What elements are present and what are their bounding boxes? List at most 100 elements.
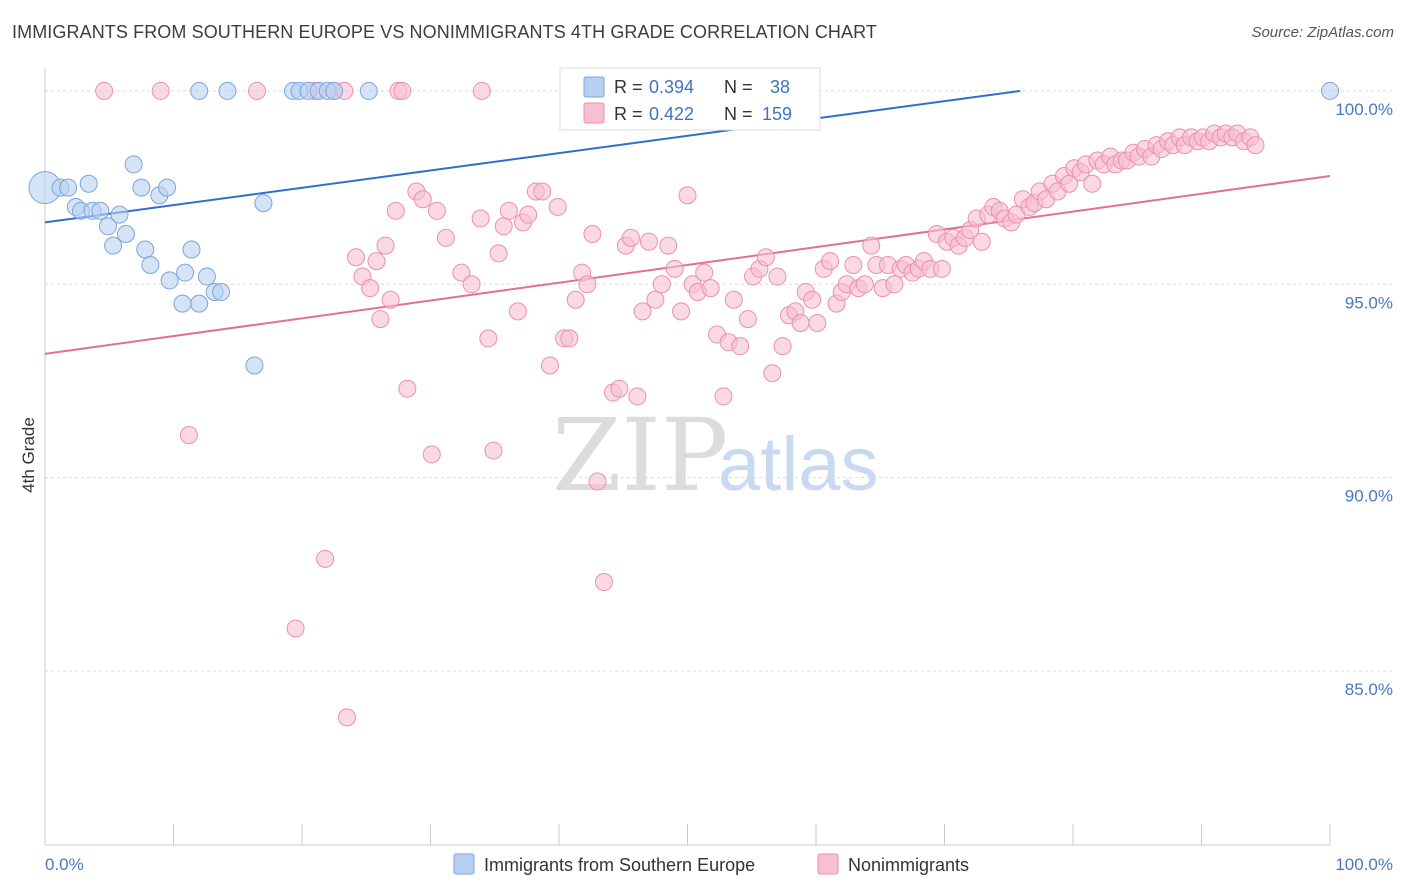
- point-nonimmigrants-21: [398, 379, 417, 398]
- point-nonimmigrants-84: [808, 313, 827, 332]
- point-nonimmigrants-65: [695, 263, 714, 282]
- point-immigrants-22: [190, 294, 209, 313]
- point-immigrants-29: [254, 194, 273, 213]
- point-nonimmigrants-8: [472, 81, 491, 100]
- legend-r-value-blue: 0.394: [649, 77, 694, 97]
- legend-n-value-pink: 159: [762, 104, 792, 124]
- y-tick-labels: 85.0% 90.0% 95.0% 100.0%: [1335, 100, 1393, 699]
- series-nonimmigrants-points: [95, 81, 1265, 727]
- point-nonimmigrants-93: [862, 236, 881, 255]
- point-nonimmigrants-78: [773, 337, 792, 356]
- y-tick-label-2: 95.0%: [1345, 293, 1393, 312]
- x-tick-labels: 0.0% 100.0%: [45, 855, 1393, 874]
- point-nonimmigrants-10: [286, 619, 305, 638]
- trend-line-0: [44, 89, 1021, 224]
- x-tick-label-1: 100.0%: [1335, 855, 1393, 874]
- point-immigrants-28: [245, 356, 264, 375]
- bottom-legend-label-blue: Immigrants from Southern Europe: [484, 855, 755, 875]
- point-immigrants-18: [160, 271, 179, 290]
- chart-source: Source: ZipAtlas.com: [1251, 24, 1394, 41]
- point-nonimmigrants-62: [678, 186, 697, 205]
- point-immigrants-13: [132, 178, 151, 197]
- point-nonimmigrants-41: [548, 197, 567, 216]
- point-immigrants-14: [136, 240, 155, 259]
- point-nonimmigrants-61: [672, 302, 691, 321]
- point-nonimmigrants-26: [436, 228, 455, 247]
- point-nonimmigrants-77: [768, 267, 787, 286]
- point-immigrants-2: [59, 178, 78, 197]
- point-nonimmigrants-75: [756, 248, 775, 267]
- point-nonimmigrants-57: [646, 290, 665, 309]
- point-nonimmigrants-28: [462, 275, 481, 294]
- y-axis-title: 4th Grade: [19, 417, 38, 493]
- point-nonimmigrants-27: [452, 263, 471, 282]
- point-nonimmigrants-12: [337, 708, 356, 727]
- point-nonimmigrants-33: [494, 217, 513, 236]
- point-immigrants-8: [98, 217, 117, 236]
- point-nonimmigrants-44: [566, 290, 585, 309]
- point-nonimmigrants-43: [560, 329, 579, 348]
- point-immigrants-19: [173, 294, 192, 313]
- point-nonimmigrants-2: [248, 81, 267, 100]
- point-nonimmigrants-18: [376, 236, 395, 255]
- bottom-legend-label-pink: Nonimmigrants: [848, 855, 969, 875]
- point-nonimmigrants-25: [427, 201, 446, 220]
- point-nonimmigrants-16: [367, 252, 386, 271]
- legend-n-label-pink: N =: [724, 104, 753, 124]
- point-immigrants-17: [158, 178, 177, 197]
- point-nonimmigrants-13: [346, 248, 365, 267]
- point-nonimmigrants-34: [499, 201, 518, 220]
- bottom-legend-swatch-pink: [817, 853, 839, 875]
- point-nonimmigrants-68: [714, 387, 733, 406]
- point-nonimmigrants-58: [652, 275, 671, 294]
- point-nonimmigrants-39: [533, 182, 552, 201]
- axes: [44, 68, 1331, 846]
- point-nonimmigrants-131: [1083, 174, 1102, 193]
- point-nonimmigrants-24: [422, 445, 441, 464]
- trend-line-1: [44, 175, 1331, 355]
- point-immigrants-27: [218, 81, 237, 100]
- point-nonimmigrants-66: [701, 279, 720, 298]
- point-nonimmigrants-31: [484, 441, 503, 460]
- point-nonimmigrants-0: [95, 81, 114, 100]
- point-nonimmigrants-59: [659, 236, 678, 255]
- y-tick-label-0: 85.0%: [1345, 680, 1393, 699]
- watermark-zip: ZIP: [552, 397, 728, 514]
- point-nonimmigrants-55: [633, 302, 652, 321]
- point-nonimmigrants-9: [179, 426, 198, 445]
- legend-r-label-blue: R =: [614, 77, 643, 97]
- point-nonimmigrants-112: [972, 232, 991, 251]
- point-nonimmigrants-49: [594, 573, 613, 592]
- x-tick-label-0: 0.0%: [45, 855, 84, 874]
- point-nonimmigrants-20: [386, 201, 405, 220]
- point-nonimmigrants-51: [610, 379, 629, 398]
- point-nonimmigrants-56: [639, 232, 658, 251]
- point-nonimmigrants-83: [803, 290, 822, 309]
- point-nonimmigrants-48: [588, 472, 607, 491]
- legend-r-label-pink: R =: [614, 104, 643, 124]
- point-nonimmigrants-159: [1246, 136, 1265, 155]
- legend-n-label-blue: N =: [724, 77, 753, 97]
- point-nonimmigrants-29: [471, 209, 490, 228]
- bottom-legend: Immigrants from Southern Europe Nonimmig…: [453, 853, 969, 875]
- point-nonimmigrants-97: [885, 275, 904, 294]
- point-nonimmigrants-11: [316, 549, 335, 568]
- chart-title: IMMIGRANTS FROM SOUTHERN EUROPE VS NONIM…: [12, 22, 877, 42]
- point-nonimmigrants-92: [855, 275, 874, 294]
- trend-lines: [44, 89, 1331, 355]
- point-nonimmigrants-17: [371, 310, 390, 329]
- legend-n-value-blue: 38: [770, 77, 790, 97]
- point-nonimmigrants-86: [821, 252, 840, 271]
- point-nonimmigrants-37: [519, 205, 538, 224]
- point-nonimmigrants-23: [413, 190, 432, 209]
- point-immigrants-7: [91, 201, 110, 220]
- point-nonimmigrants-105: [932, 259, 951, 278]
- point-nonimmigrants-32: [489, 244, 508, 263]
- legend-swatch-blue: [583, 76, 605, 98]
- point-nonimmigrants-46: [578, 275, 597, 294]
- legend-swatch-pink: [583, 102, 605, 124]
- point-immigrants-10: [110, 205, 129, 224]
- point-immigrants-21: [182, 240, 201, 259]
- point-nonimmigrants-1: [151, 81, 170, 100]
